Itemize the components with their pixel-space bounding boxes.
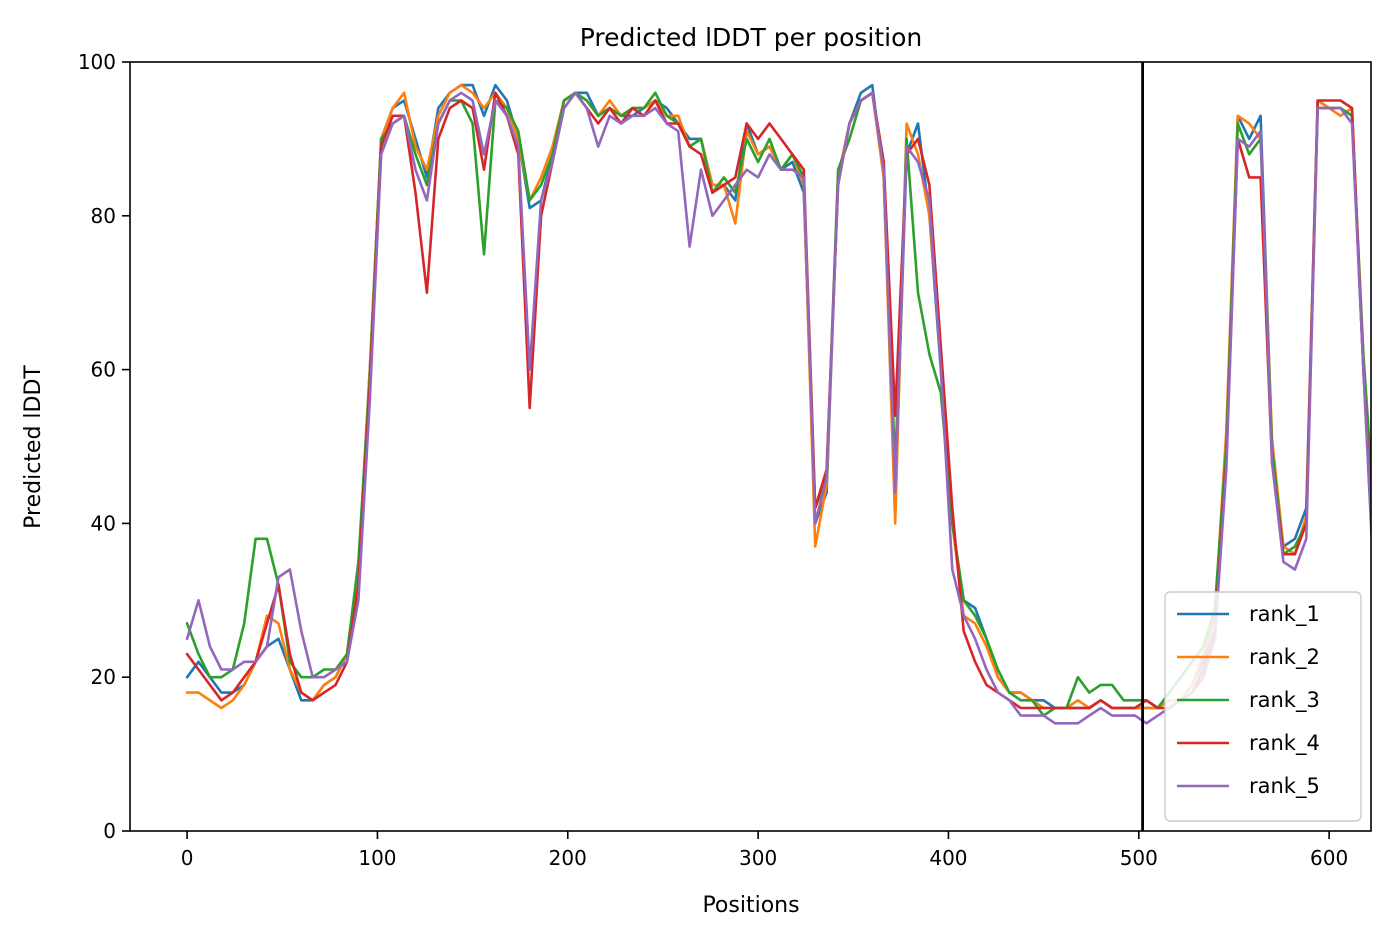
y-tick-label: 60 bbox=[91, 358, 116, 382]
x-tick-label: 0 bbox=[181, 846, 194, 870]
legend-label: rank_5 bbox=[1249, 774, 1320, 799]
x-tick-label: 600 bbox=[1310, 846, 1348, 870]
x-tick-label: 100 bbox=[358, 846, 396, 870]
y-tick-label: 80 bbox=[91, 204, 116, 228]
x-axis-label: Positions bbox=[702, 893, 799, 918]
y-axis-label: Predicted lDDT bbox=[21, 365, 46, 529]
legend: rank_1 rank_2 rank_3 rank_4 rank_5 bbox=[1164, 591, 1362, 822]
y-tick-label: 20 bbox=[91, 665, 116, 689]
y-tick-label: 40 bbox=[91, 511, 116, 535]
legend-label: rank_1 bbox=[1249, 602, 1320, 627]
x-tick-label: 500 bbox=[1120, 846, 1158, 870]
x-tick-label: 300 bbox=[739, 846, 777, 870]
series-line-rank-3 bbox=[185, 91, 1371, 717]
series-line-rank-2 bbox=[185, 83, 1371, 710]
y-tick-label: 100 bbox=[78, 50, 116, 74]
chart-title: Predicted lDDT per position bbox=[580, 23, 922, 52]
x-tick-label: 200 bbox=[549, 846, 587, 870]
legend-label: rank_3 bbox=[1249, 688, 1320, 713]
x-tick-label: 400 bbox=[929, 846, 967, 870]
legend-label: rank_2 bbox=[1249, 645, 1320, 670]
x-ticks: 0 100 200 300 400 500 600 bbox=[181, 831, 1348, 870]
legend-label: rank_4 bbox=[1249, 731, 1320, 756]
series-layer bbox=[185, 83, 1371, 725]
legend-box bbox=[1164, 591, 1362, 822]
y-tick-label: 0 bbox=[103, 819, 116, 843]
plot-frame bbox=[129, 61, 1372, 832]
series-line-rank-5 bbox=[185, 91, 1371, 725]
y-ticks: 0 20 40 60 80 100 bbox=[78, 50, 130, 843]
